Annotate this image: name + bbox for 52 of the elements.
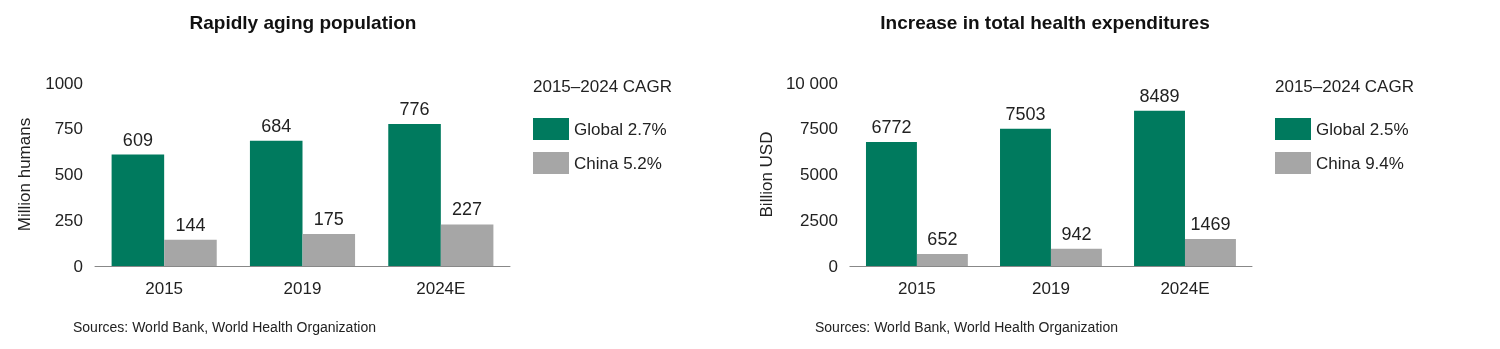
data-label: 684 <box>261 115 292 136</box>
legend-label: China 9.4% <box>1316 153 1404 173</box>
source-note: Sources: World Bank, World Health Organization <box>73 319 376 335</box>
bar <box>916 254 968 266</box>
y-axis-title: Million humans <box>15 117 34 232</box>
y-tick-label: 250 <box>54 210 83 230</box>
y-tick-label: 0 <box>828 256 838 276</box>
data-label: 1469 <box>1190 214 1231 235</box>
y-tick-label: 5000 <box>800 165 838 184</box>
x-tick-label: 2015 <box>145 279 184 298</box>
source-note: Sources: World Bank, World Health Organization <box>815 319 1118 335</box>
y-axis-title: Billion USD <box>757 131 776 218</box>
y-tick-label: 500 <box>54 165 83 184</box>
bar <box>302 233 356 266</box>
x-tick-label: 2019 <box>1032 279 1070 298</box>
y-tick-label: 2500 <box>800 210 838 230</box>
y-tick-label: 750 <box>54 119 83 139</box>
bar <box>1134 110 1185 266</box>
data-label: 652 <box>927 229 958 250</box>
bar <box>388 123 441 266</box>
chart-title: Rapidly aging population <box>189 12 417 33</box>
legend-title: 2015–2024 CAGR <box>533 77 672 96</box>
data-label: 776 <box>399 98 430 119</box>
bar <box>1050 248 1102 266</box>
bar <box>1184 239 1236 266</box>
data-label: 8489 <box>1139 85 1180 106</box>
y-tick-label: 0 <box>73 256 83 276</box>
bar <box>440 224 494 266</box>
bar <box>865 142 917 266</box>
y-tick-label: 10 000 <box>785 73 838 93</box>
legend-label: Global 2.5% <box>1316 119 1409 139</box>
x-tick-label: 2015 <box>898 279 936 298</box>
x-tick-label: 2019 <box>283 279 322 298</box>
data-label: 227 <box>452 199 483 220</box>
data-label: 144 <box>175 214 206 235</box>
x-tick-label: 2024E <box>416 279 466 298</box>
x-tick-label: 2024E <box>1160 279 1210 298</box>
data-label: 6772 <box>871 117 912 138</box>
bar <box>249 140 303 266</box>
data-label: 609 <box>122 129 153 150</box>
bar <box>1000 128 1051 266</box>
chart-title: Increase in total health expenditures <box>880 12 1210 33</box>
y-tick-label: 1000 <box>45 73 83 93</box>
y-tick-label: 7500 <box>800 119 838 139</box>
data-label: 175 <box>313 208 344 229</box>
legend-label: Global 2.7% <box>574 119 667 139</box>
bar <box>111 154 165 266</box>
data-label: 7503 <box>1005 103 1046 124</box>
data-label: 942 <box>1061 223 1092 244</box>
bar <box>164 239 217 266</box>
legend-title: 2015–2024 CAGR <box>1275 77 1414 96</box>
legend-label: China 5.2% <box>574 153 662 173</box>
